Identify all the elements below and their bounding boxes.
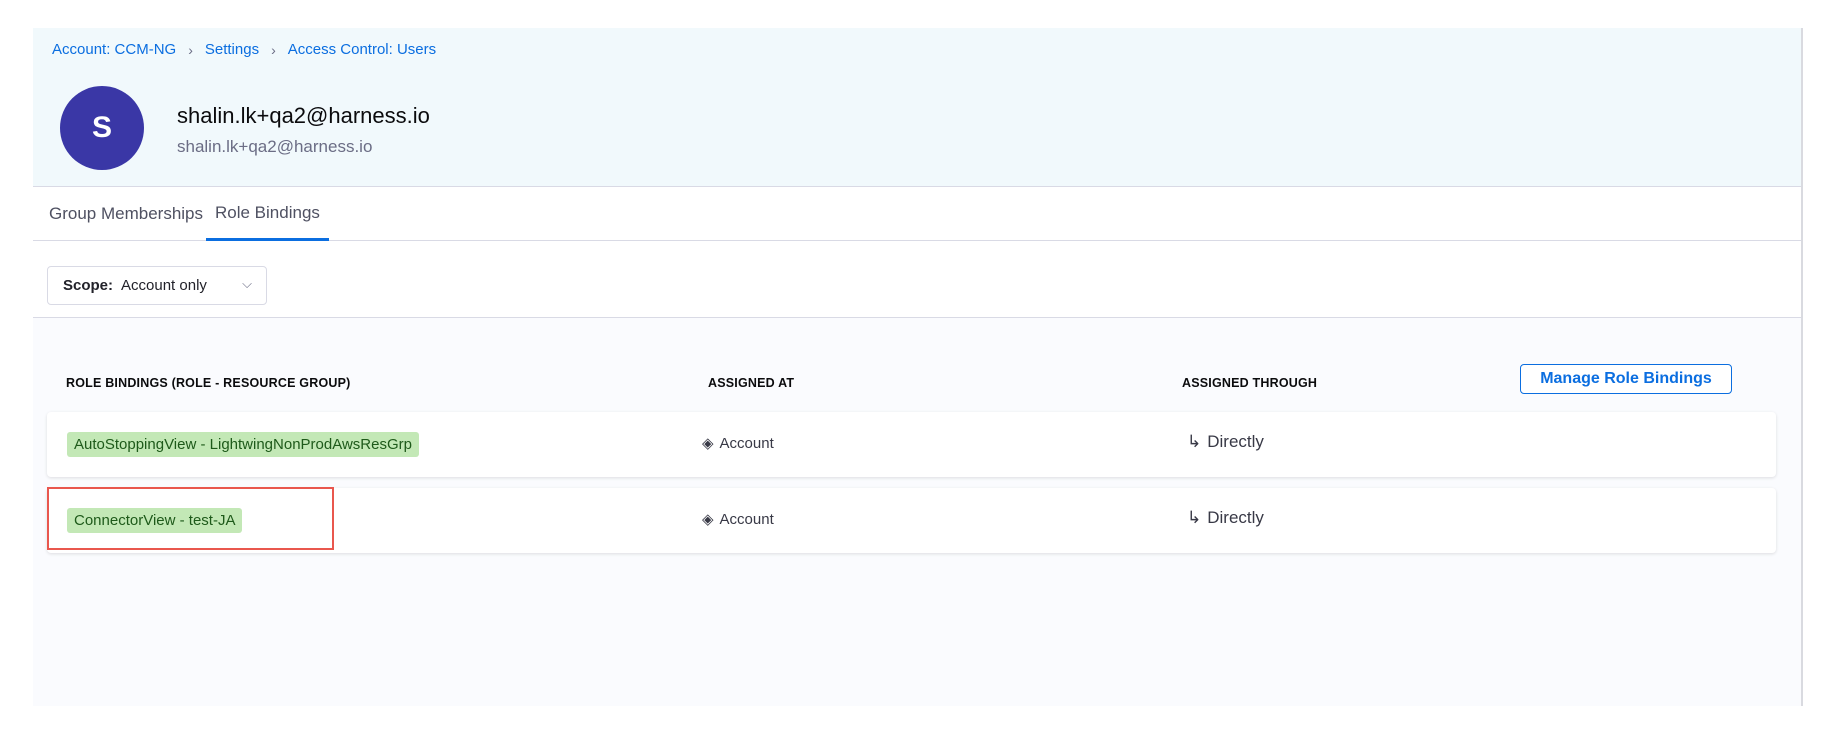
- manage-role-bindings-button[interactable]: Manage Role Bindings: [1520, 364, 1732, 394]
- chevron-down-icon: ⌵: [242, 276, 252, 291]
- tab-role-bindings[interactable]: Role Bindings: [206, 187, 329, 241]
- role-binding-tag: ConnectorView - test-JA: [67, 508, 243, 533]
- breadcrumb: Account: CCM-NG › Settings › Access Cont…: [52, 41, 436, 58]
- chevron-right-icon: ›: [271, 41, 276, 58]
- scope-value: Account only: [121, 277, 207, 294]
- assigned-at-value: Account: [719, 510, 774, 528]
- layers-icon: ◈: [702, 511, 714, 528]
- layers-icon: ◈: [702, 435, 714, 452]
- tab-group-memberships[interactable]: Group Memberships: [49, 204, 204, 223]
- breadcrumb-users[interactable]: Access Control: Users: [287, 41, 437, 58]
- user-name: shalin.lk+qa2@harness.io: [177, 103, 430, 128]
- assigned-through: ↳ Directly: [1187, 508, 1264, 528]
- breadcrumb-settings[interactable]: Settings: [204, 41, 260, 58]
- highlight-box: [47, 487, 334, 550]
- assigned-through: ↳ Directly: [1187, 432, 1264, 452]
- user-email: shalin.lk+qa2@harness.io: [177, 137, 373, 156]
- breadcrumb-account[interactable]: Account: CCM-NG: [52, 41, 177, 58]
- assigned-at: ◈ Account: [702, 434, 774, 453]
- assigned-at-value: Account: [719, 434, 774, 452]
- role-binding-tag: AutoStoppingView - LightwingNonProdAwsRe…: [67, 432, 419, 457]
- arrow-redirect-icon: ↳: [1187, 432, 1202, 451]
- tab-bar: Group Memberships Role Bindings: [33, 187, 1801, 241]
- arrow-redirect-icon: ↳: [1187, 508, 1202, 527]
- column-header-role-bindings: ROLE BINDINGS (ROLE - RESOURCE GROUP): [66, 376, 351, 390]
- scope-label: Scope:: [63, 277, 114, 294]
- user-header: Account: CCM-NG › Settings › Access Cont…: [33, 28, 1801, 187]
- assigned-through-value: Directly: [1207, 508, 1264, 527]
- chevron-right-icon: ›: [188, 41, 193, 58]
- column-header-assigned-through: ASSIGNED THROUGH: [1182, 376, 1318, 390]
- column-header-assigned-at: ASSIGNED AT: [708, 376, 795, 390]
- avatar: S: [60, 86, 144, 170]
- scope-dropdown[interactable]: Scope: Account only ⌵: [47, 266, 267, 305]
- toolbar: Scope: Account only ⌵: [33, 241, 1801, 318]
- table-row: ConnectorView - test-JA ◈ Account ↳ Direct…: [47, 488, 1776, 553]
- user-detail-panel: Account: CCM-NG › Settings › Access Cont…: [33, 28, 1803, 706]
- table-row: AutoStoppingView - LightwingNonProdAwsRe…: [47, 412, 1776, 477]
- assigned-at: ◈ Account: [702, 510, 774, 529]
- assigned-through-value: Directly: [1207, 432, 1264, 451]
